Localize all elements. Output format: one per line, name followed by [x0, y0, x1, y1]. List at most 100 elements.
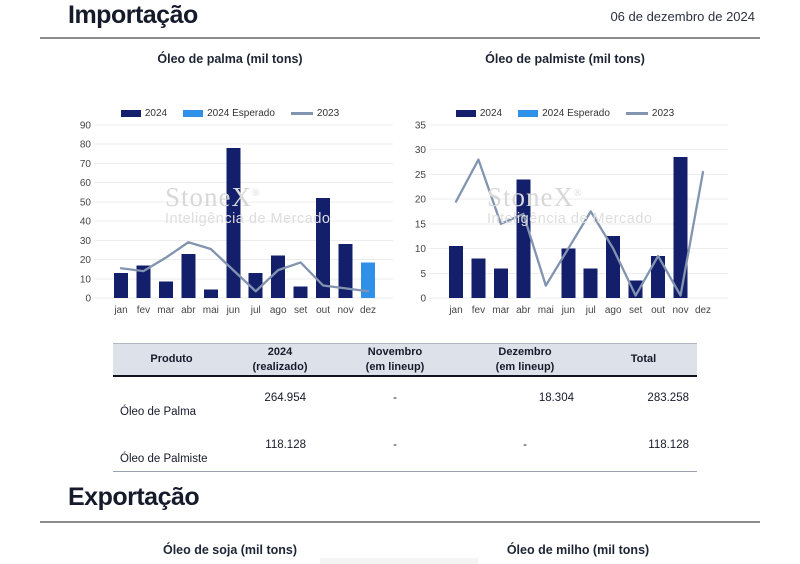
y-tick-label: 20	[80, 255, 92, 266]
table-cell-produto: Óleo de Palma	[120, 406, 197, 418]
table-cell-realizado: 118.128	[265, 438, 306, 451]
x-tick-label: jan	[448, 305, 462, 316]
x-tick-label: fev	[137, 305, 150, 316]
legend-swatch-2023-line	[625, 112, 648, 115]
bar-2024-set	[628, 280, 643, 298]
x-tick-label: jan	[113, 305, 127, 316]
bar-2024-nov	[673, 157, 688, 298]
import-summary-table: Produto 2024 (realizado) Novembro (em li…	[113, 343, 697, 472]
bar-2024-out	[651, 255, 666, 298]
y-tick-label: 90	[80, 121, 92, 132]
legend-item-2024-esperado: 2024 Esperado	[518, 108, 610, 119]
x-tick-label: mar	[157, 305, 175, 316]
chart-legend: 2024 2024 Esperado 2023	[395, 108, 735, 119]
x-tick-label: jul	[250, 305, 261, 316]
x-tick-label: ago	[270, 305, 287, 316]
y-tick-label: 25	[415, 170, 427, 181]
bar-2024-jan	[449, 246, 463, 298]
chart-title: Óleo de palma (mil tons)	[157, 52, 303, 66]
x-tick-label: nov	[337, 305, 353, 316]
y-tick-label: 60	[80, 178, 92, 189]
legend-item-2023: 2023	[290, 108, 340, 119]
divider-line	[40, 37, 760, 39]
bar-2024-fev	[471, 258, 486, 298]
bar-2024-jul	[583, 268, 598, 298]
table-cell-novembro: -	[393, 391, 397, 404]
y-tick-label: 35	[415, 121, 427, 132]
bar-2024-abr	[516, 179, 531, 298]
legend-item-2024: 2024	[455, 108, 503, 119]
col-header-2024-realizado: 2024 (realizado)	[230, 343, 330, 377]
table-cell-realizado: 264.954	[264, 391, 306, 404]
y-tick-label: 30	[80, 236, 92, 247]
table-cell-total: 283.258	[647, 391, 689, 404]
partially-visible-element	[320, 558, 478, 564]
bar-2024-nov	[338, 244, 353, 298]
legend-label: 2023	[651, 108, 675, 119]
y-tick-label: 0	[85, 294, 91, 305]
x-tick-label: dez	[360, 305, 376, 316]
x-tick-label: jun	[226, 305, 240, 316]
report-date: 06 de dezembro de 2024	[610, 9, 755, 24]
x-tick-label: fev	[472, 305, 485, 316]
legend-swatch-2024	[120, 110, 141, 117]
y-tick-label: 50	[80, 197, 92, 208]
bar-2024-mar	[493, 268, 508, 298]
y-tick-label: 20	[415, 195, 427, 206]
legend-swatch-esperado	[518, 110, 539, 117]
y-tick-label: 70	[80, 159, 92, 170]
legend-label: 2024	[479, 108, 503, 119]
table-cell-novembro: -	[393, 438, 397, 451]
bar-2024-mar	[158, 281, 173, 298]
x-tick-label: abr	[181, 305, 196, 316]
bar-2024-fev	[136, 265, 151, 298]
y-tick-label: 10	[415, 244, 427, 255]
legend-label: 2024 Esperado	[207, 108, 275, 119]
y-tick-label: 5	[420, 269, 426, 280]
bar-2024-set	[293, 286, 308, 298]
y-tick-label: 40	[80, 217, 92, 228]
y-tick-label: 30	[415, 145, 427, 156]
chart-canvas: 0 10 20 30 40 50 60 70 80 90 jan fev mar abr mai jun jul…	[80, 121, 393, 316]
table-cell-dezembro: 18.304	[538, 391, 574, 404]
legend-label: 2024	[144, 108, 168, 119]
x-tick-label: set	[294, 305, 308, 316]
legend-swatch-2024	[455, 110, 476, 117]
bar-2024-ago	[271, 255, 286, 298]
x-tick-label: jun	[561, 305, 575, 316]
x-tick-label: nov	[672, 305, 688, 316]
x-tick-label: mai	[538, 305, 554, 316]
chart-title-oleo-de-soja: Óleo de soja (mil tons)	[162, 543, 298, 557]
divider-line	[40, 521, 760, 523]
bar-2024-jun	[561, 248, 576, 298]
legend-swatch-esperado	[183, 110, 204, 117]
table-cell-dezembro: -	[523, 438, 527, 451]
legend-item-2023: 2023	[625, 108, 675, 119]
bar-2024-out	[316, 198, 331, 298]
x-tick-label: out	[316, 305, 330, 316]
col-header-novembro-lineup: Novembro (em lineup)	[330, 343, 460, 377]
x-tick-label: set	[629, 305, 643, 316]
x-tick-label: mar	[492, 305, 510, 316]
chart-title-oleo-de-milho: Óleo de milho (mil tons)	[506, 543, 650, 557]
line-2023	[119, 241, 370, 293]
legend-label: 2023	[316, 108, 340, 119]
col-header-produto: Produto	[113, 343, 230, 377]
line-2023	[454, 158, 705, 297]
x-tick-label: mai	[203, 305, 219, 316]
bar-2024-mai	[203, 289, 218, 298]
chart-canvas: 0 5 10 15 20 25 30 35 jan fev mar abr mai jun jul ago se…	[415, 121, 728, 316]
legend-swatch-2023-line	[290, 112, 313, 115]
bar-2024 Esperado-dez	[361, 262, 375, 298]
x-tick-label: abr	[516, 305, 531, 316]
bar-2024-jul	[248, 273, 263, 298]
legend-item-2024: 2024	[120, 108, 168, 119]
bar-2024-abr	[181, 253, 196, 298]
x-tick-label: jul	[585, 305, 596, 316]
section-title-exportacao: Exportação	[68, 483, 200, 511]
y-tick-label: 10	[80, 274, 92, 285]
table-cell-total: 118.128	[648, 438, 689, 451]
x-tick-label: ago	[605, 305, 622, 316]
y-tick-label: 15	[415, 219, 427, 230]
